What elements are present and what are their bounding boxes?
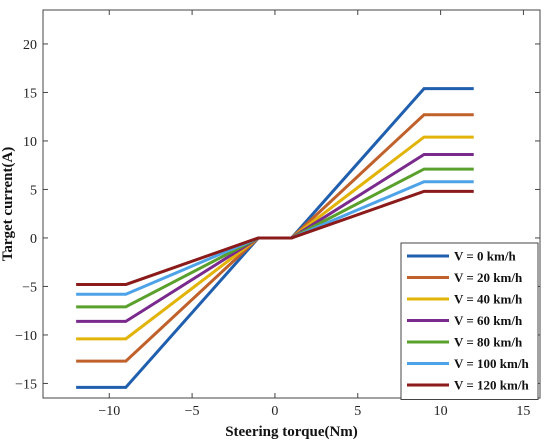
series-lines	[76, 87, 474, 389]
y-tick-label: 5	[30, 183, 37, 198]
x-tick-label: 10	[434, 404, 448, 419]
y-tick-label: −10	[15, 329, 37, 344]
y-tick-label: −15	[15, 377, 37, 392]
legend-label: V = 60 km/h	[454, 313, 523, 328]
y-tick-label: −5	[22, 280, 37, 295]
legend-label: V = 40 km/h	[454, 292, 523, 307]
y-axis-label: Target current(A)	[0, 147, 16, 262]
legend-label: V = 120 km/h	[454, 378, 529, 393]
legend-label: V = 0 km/h	[454, 249, 516, 264]
x-tick-label: 5	[354, 404, 361, 419]
x-tick-label: −5	[185, 404, 200, 419]
x-tick-label: 0	[271, 404, 278, 419]
y-tick-label: 15	[23, 86, 37, 101]
legend: V = 0 km/h V = 20 km/h V = 40 km/h V = 60 k…	[400, 242, 539, 400]
y-tick-label: 0	[30, 232, 37, 247]
y-tick-label: 20	[23, 38, 37, 53]
x-tick-label: 15	[516, 404, 530, 419]
series-line-6	[76, 189, 474, 287]
y-tick-label: 10	[23, 135, 37, 150]
legend-label: V = 20 km/h	[454, 270, 523, 285]
legend-label: V = 80 km/h	[454, 335, 523, 350]
legend-label: V = 100 km/h	[454, 356, 529, 371]
axes: −10 −5 0 5 10 15 −15 −10 −5 0 5 10 15 20	[15, 10, 540, 419]
x-axis-label: Steering torque(Nm)	[225, 424, 358, 440]
x-tick-label: −10	[98, 404, 120, 419]
